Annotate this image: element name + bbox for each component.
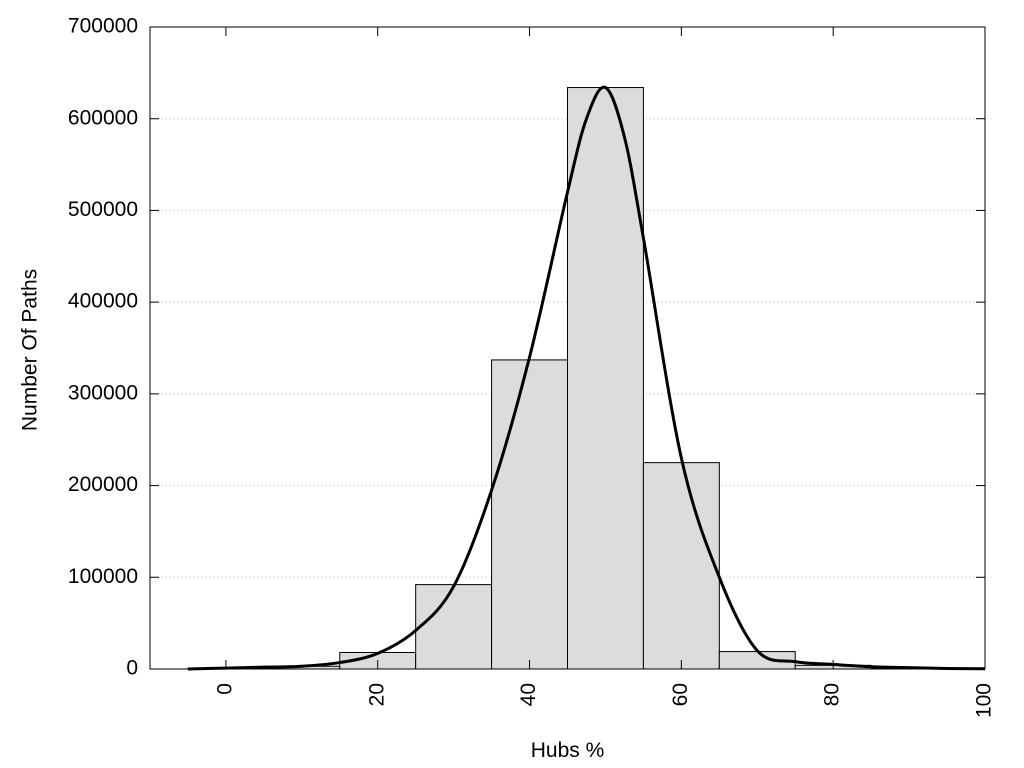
density-curve-layer [187,85,986,671]
y-axis-ticks: 0 100000 200000 300000 400000 500000 600000 700… [68,15,985,680]
y-tick-label-1: 100000 [68,565,138,588]
histogram-bars [187,87,948,670]
y-tick-label-5: 500000 [68,198,138,221]
x-tick-label-3: 60 [669,683,692,706]
y-tick-label-0: 0 [126,657,138,680]
x-axis-title: Hubs % [531,739,605,762]
y-axis-title: Number Of Paths [19,269,42,431]
y-tick-label-4: 400000 [68,290,138,313]
x-tick-label-1: 20 [365,683,388,706]
x-axis-ticks: 0 20 40 60 80 100 [213,27,996,718]
y-tick-label-7: 700000 [68,15,138,38]
y-tick-label-6: 600000 [68,106,138,129]
x-tick-label-5: 100 [973,683,996,718]
x-tick-label-0: 0 [213,683,236,695]
histogram-bar-3 [415,584,493,670]
y-tick-label-3: 300000 [68,381,138,404]
x-tick-label-4: 80 [821,683,844,706]
density-curve [187,85,986,671]
plot-frame [149,26,986,670]
x-tick-label-2: 40 [517,683,540,706]
y-tick-label-2: 200000 [68,473,138,496]
histogram-bar-6 [642,462,720,670]
histogram-bar-4 [491,359,568,670]
